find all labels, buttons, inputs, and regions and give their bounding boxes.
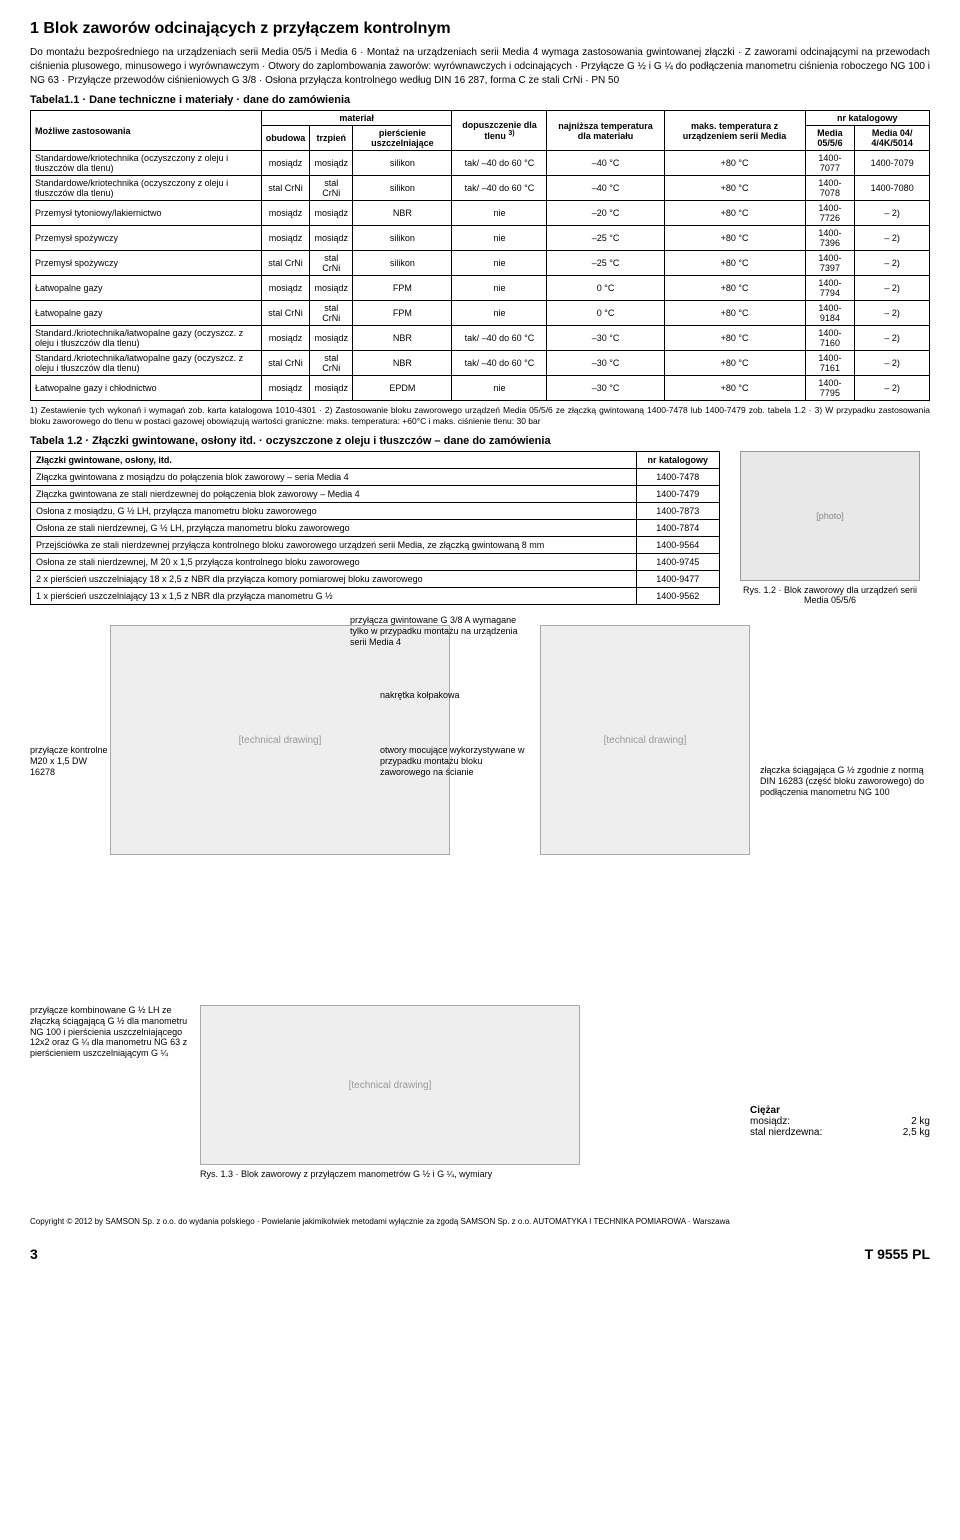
- table-row: 2 x pierścień uszczelniający 18 x 2,5 z …: [31, 571, 720, 588]
- table-row: Przejściówka ze stali nierdzewnej przyłą…: [31, 537, 720, 554]
- label-otwory: otwory mocujące wykorzystywane w przypad…: [380, 745, 525, 777]
- weight-row: mosiądz:2 kg: [750, 1116, 930, 1127]
- th-seal: pierścienie uszczelniające: [353, 126, 452, 151]
- diagram-side: [technical drawing]: [540, 625, 750, 855]
- fig13-caption: Rys. 1.3 · Blok zaworowy z przyłączem ma…: [200, 1169, 740, 1179]
- table-row: Standard./kriotechnika/łatwopalne gazy (…: [31, 326, 930, 351]
- table-row: 1 x pierścień uszczelniający 13 x 1,5 z …: [31, 588, 720, 605]
- table-row: Przemysł spożywczystal CrNistal CrNisili…: [31, 251, 930, 276]
- fig12-image: [photo]: [740, 451, 920, 581]
- th-material: materiał: [261, 111, 452, 126]
- th-catalog: nr katalogowy: [805, 111, 930, 126]
- table-row: Osłona ze stali nierdzewnej, G ½ LH, prz…: [31, 520, 720, 537]
- th-maxtemp: maks. temperatura z urządzeniem serii Me…: [664, 111, 805, 151]
- th-oxygen: dopuszczenie dla tlenu 3): [452, 111, 547, 151]
- table-row: Złączka gwintowana ze stali nierdzewnej …: [31, 486, 720, 503]
- t2-h1: Złączki gwintowane, osłony, itd.: [31, 452, 637, 469]
- table-row: Standard./kriotechnika/łatwopalne gazy (…: [31, 351, 930, 376]
- diagram-front: [technical drawing]: [110, 625, 450, 855]
- table-row: Standardowe/kriotechnika (oczyszczony z …: [31, 151, 930, 176]
- doc-id: T 9555 PL: [865, 1246, 930, 1262]
- th-media056: Media 05/5/6: [805, 126, 855, 151]
- label-kontrolne: przyłącze kontrolne M20 x 1,5 DW 16278: [30, 745, 110, 777]
- table-row: Złączka gwintowana z mosiądzu do połącze…: [31, 469, 720, 486]
- footnotes1: 1) Zestawienie tych wykonań i wymagań zo…: [30, 405, 930, 427]
- copyright: Copyright © 2012 by SAMSON Sp. z o.o. do…: [30, 1209, 930, 1226]
- table2-title: Tabela 1.2 · Złączki gwintowane, osłony …: [30, 435, 930, 447]
- label-zlaczka: złączka ściągająca G ½ zgodnie z normą D…: [760, 765, 930, 797]
- weight-title: Ciężar: [750, 1105, 930, 1116]
- table-row: Łatwopalne gazy i chłodnictwomosiądzmosi…: [31, 376, 930, 401]
- label-g38: przyłącza gwintowane G 3/8 A wymagane ty…: [350, 615, 520, 647]
- th-trzpien: trzpień: [310, 126, 353, 151]
- th-app: Możliwe zastosowania: [31, 111, 262, 151]
- table-row: Osłona ze stali nierdzewnej, M 20 x 1,5 …: [31, 554, 720, 571]
- table-row: Standardowe/kriotechnika (oczyszczony z …: [31, 176, 930, 201]
- table1-title: Tabela1.1 · Dane techniczne i materiały …: [30, 94, 930, 106]
- table2: Złączki gwintowane, osłony, itd. nr kata…: [30, 451, 720, 605]
- table-row: Łatwopalne gazystal CrNistal CrNiFPMnie0…: [31, 301, 930, 326]
- table-row: Przemysł spożywczymosiądzmosiądzsilikonn…: [31, 226, 930, 251]
- t2-h2: nr katalogowy: [636, 452, 719, 469]
- fig12-caption: Rys. 1.2 · Blok zaworowy dla urządzeń se…: [730, 585, 930, 605]
- page-number: 3: [30, 1246, 38, 1262]
- table-row: Łatwopalne gazymosiądzmosiądzFPMnie0 °C+…: [31, 276, 930, 301]
- label-nakretka: nakrętka kołpakowa: [380, 690, 460, 701]
- th-media04: Media 04/ 4/4K/5014: [855, 126, 930, 151]
- intro-paragraph: Do montażu bezpośredniego na urządzeniac…: [30, 46, 930, 88]
- th-obudowa: obudowa: [261, 126, 310, 151]
- page-title: 1 Blok zaworów odcinających z przyłączem…: [30, 20, 930, 38]
- th-mintemp: najniższa temperatura dla materiału: [547, 111, 664, 151]
- table1: Możliwe zastosowania materiał dopuszczen…: [30, 110, 930, 401]
- diagram-combined: [technical drawing]: [200, 1005, 580, 1165]
- bottom-left-label: przyłącze kombinowane G ½ LH ze złączką …: [30, 1005, 190, 1179]
- table-row: Osłona z mosiądzu, G ½ LH, przyłącza man…: [31, 503, 720, 520]
- diagram-area: [technical drawing] [technical drawing] …: [30, 615, 930, 995]
- weight-row: stal nierdzewna:2,5 kg: [750, 1127, 930, 1138]
- table-row: Przemysł tytoniowy/lakiernictwomosiądzmo…: [31, 201, 930, 226]
